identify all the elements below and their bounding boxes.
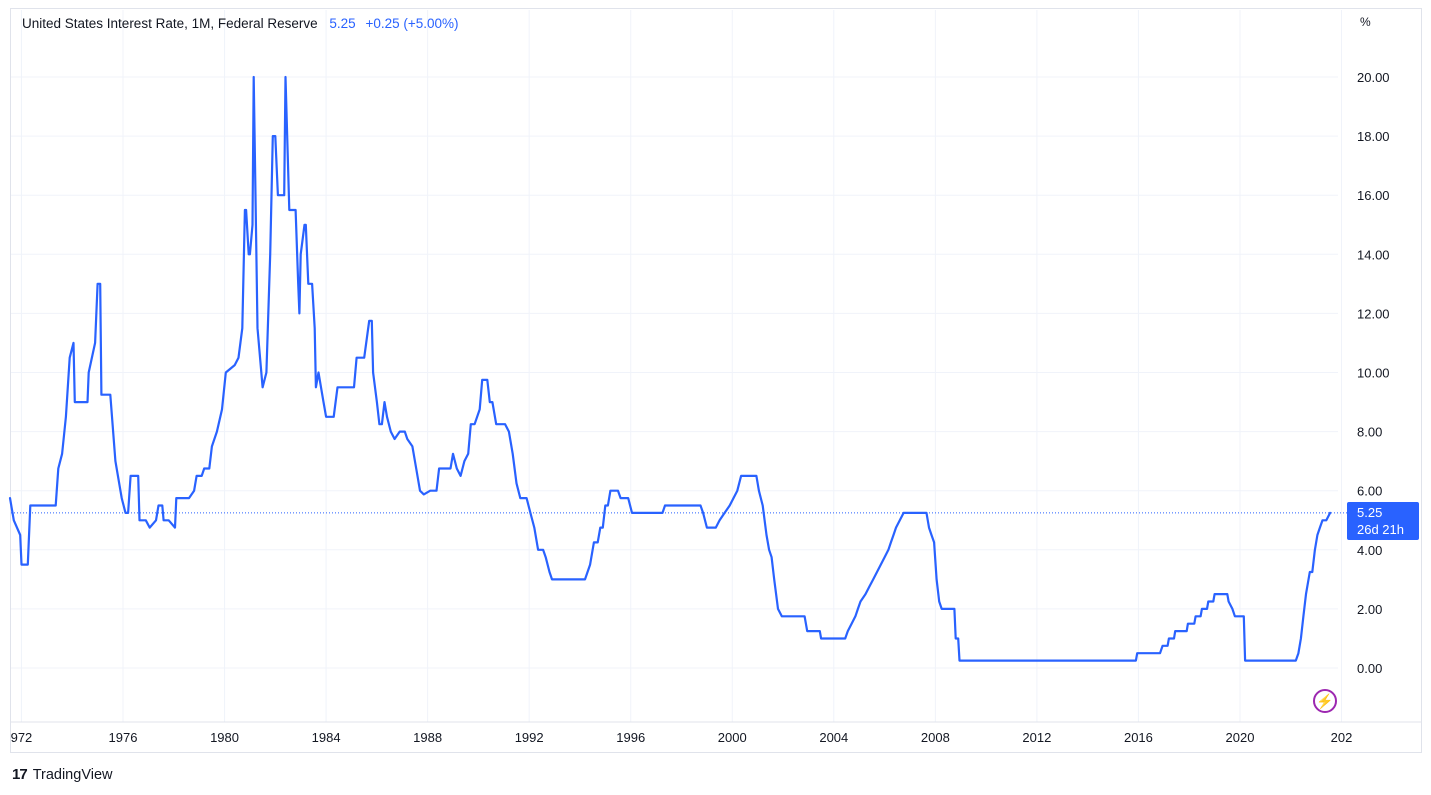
y-tick-label: 8.00: [1357, 425, 1382, 440]
x-tick-label: 1988: [413, 730, 442, 745]
symbol-title[interactable]: United States Interest Rate, 1M, Federal…: [22, 16, 318, 31]
x-tick-label: 1976: [109, 730, 138, 745]
price-badge-value: 5.25: [1357, 505, 1383, 520]
y-tick-label: 14.00: [1357, 247, 1390, 262]
last-value: 5.25: [329, 16, 356, 31]
y-tick-label: 20.00: [1357, 70, 1390, 85]
x-tick-label: 1980: [210, 730, 239, 745]
price-badge-countdown: 26d 21h: [1357, 522, 1404, 537]
chart-legend: United States Interest Rate, 1M, Federal…: [22, 16, 459, 31]
brand-name: TradingView: [32, 766, 113, 783]
x-tick-label: 2000: [718, 730, 747, 745]
y-tick-label: 12.00: [1357, 306, 1390, 321]
lightning-icon[interactable]: ⚡: [1313, 689, 1337, 713]
y-tick-label: 18.00: [1357, 129, 1390, 144]
x-tick-label: 202: [1331, 730, 1353, 745]
x-tick-label: 2004: [819, 730, 848, 745]
y-axis-unit: %: [1360, 15, 1371, 29]
x-tick-label: 1984: [312, 730, 341, 745]
x-tick-label: 2012: [1022, 730, 1051, 745]
series-line-0: [8, 75, 1332, 662]
y-tick-label: 4.00: [1357, 543, 1382, 558]
change-value: +0.25 (+5.00%): [365, 16, 459, 31]
y-tick-label: 6.00: [1357, 484, 1382, 499]
x-tick-label: 1996: [616, 730, 645, 745]
y-tick-label: 0.00: [1357, 661, 1382, 676]
x-tick-label: 2020: [1226, 730, 1255, 745]
x-tick-label: 972: [11, 730, 33, 745]
brand-logo[interactable]: 17 TradingView: [12, 766, 112, 783]
tradingview-logo-icon: 17: [12, 766, 28, 783]
x-tick-label: 2016: [1124, 730, 1153, 745]
y-tick-label: 10.00: [1357, 366, 1390, 381]
y-tick-label: 16.00: [1357, 188, 1390, 203]
chart-frame: [10, 8, 1422, 753]
price-badge: 5.25 26d 21h: [1347, 502, 1419, 540]
y-tick-label: 2.00: [1357, 602, 1382, 617]
x-tick-label: 1992: [515, 730, 544, 745]
x-tick-label: 2008: [921, 730, 950, 745]
